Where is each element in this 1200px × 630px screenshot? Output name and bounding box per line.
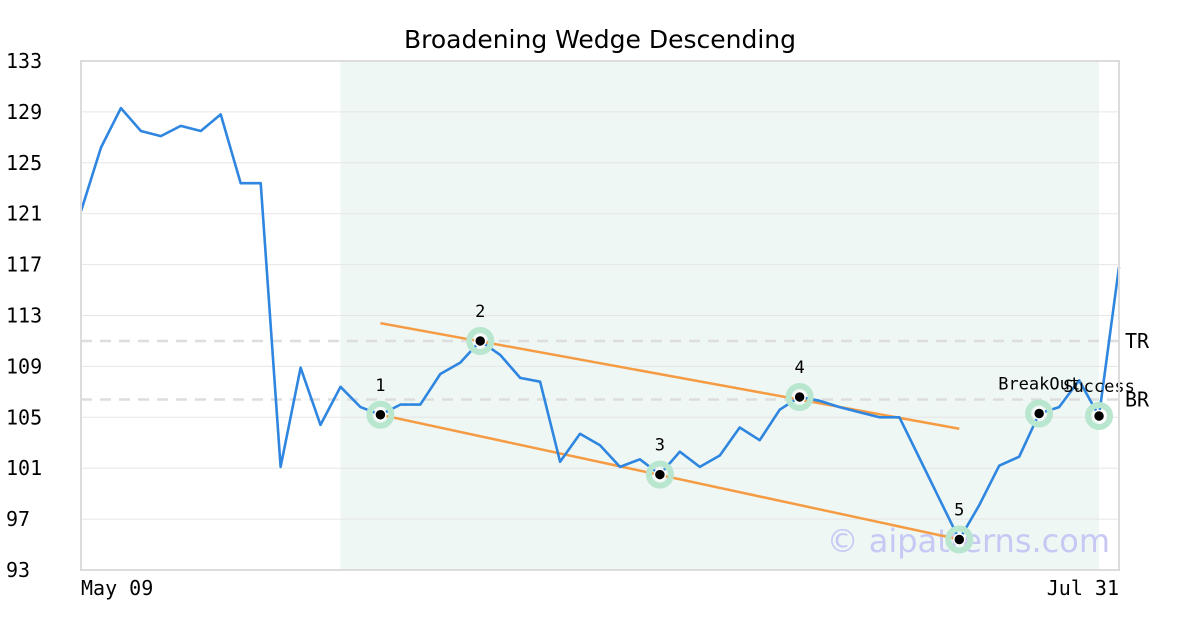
pattern-point-label: BreakOut (998, 374, 1080, 394)
chart-title: Broadening Wedge Descending (404, 25, 796, 54)
pattern-point-label: 3 (655, 436, 665, 456)
y-tick-label: 105 (6, 405, 42, 429)
pattern-point-label: 2 (475, 302, 485, 322)
pattern-point (473, 334, 487, 348)
pattern-point-halo (466, 326, 495, 355)
y-tick-label: 129 (6, 100, 42, 124)
y-tick-label: 97 (6, 507, 30, 531)
pattern-point-label: 5 (954, 500, 964, 520)
y-tick-label: 113 (6, 304, 42, 328)
pattern-point-halo (645, 460, 674, 489)
pattern-point (1032, 407, 1046, 420)
plot-frame (80, 60, 1120, 571)
y-tick-label: 93 (6, 558, 30, 582)
level-label: BR (1125, 387, 1150, 411)
y-tick-label: 101 (6, 456, 42, 480)
pattern-point (793, 390, 806, 404)
axis-layer (80, 60, 1120, 571)
pattern-point (1092, 409, 1106, 423)
pattern-point-halo (785, 382, 814, 411)
pattern-point-label: Success (1063, 377, 1135, 397)
y-tick-label: 121 (6, 202, 42, 226)
series-layer (79, 106, 1121, 541)
y-tick-label: 125 (6, 151, 42, 175)
y-tick-label: 109 (6, 354, 42, 378)
price-line (79, 106, 1121, 541)
pattern-point-halo (366, 400, 395, 429)
pattern-point (653, 468, 667, 481)
y-tick-label: 133 (6, 49, 42, 73)
level-layer: TR BR (81, 329, 1150, 411)
x-tick-label: Jul 31 (1047, 576, 1119, 600)
pattern-point-halo (1085, 402, 1114, 431)
y-tick-label: 117 (6, 253, 42, 277)
x-tick-label: May 09 (81, 576, 153, 600)
pattern-point-halo (1025, 399, 1054, 428)
pattern-point-label: 1 (375, 376, 385, 396)
pattern-point-halo (945, 525, 974, 554)
pattern-point-label: 4 (794, 358, 804, 378)
level-label: TR (1125, 329, 1150, 353)
pattern-point (374, 408, 387, 422)
pattern-point (953, 533, 966, 546)
